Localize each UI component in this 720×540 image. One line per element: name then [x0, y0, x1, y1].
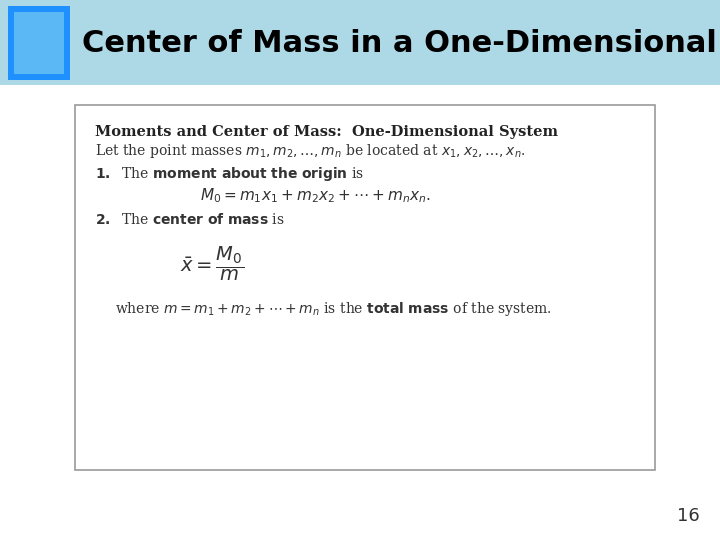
- Text: Moments and Center of Mass:  One-Dimensional System: Moments and Center of Mass: One-Dimensio…: [95, 125, 558, 139]
- FancyBboxPatch shape: [75, 105, 655, 470]
- Text: where $m = m_1 + m_2 + \cdots + m_n$ is the $\mathbf{total}$ $\mathbf{mass}$ of : where $m = m_1 + m_2 + \cdots + m_n$ is …: [115, 300, 552, 318]
- Text: $\mathbf{1.}$  The $\mathbf{moment}$ $\mathbf{about}$ $\mathbf{the}$ $\mathbf{or: $\mathbf{1.}$ The $\mathbf{moment}$ $\ma…: [95, 165, 364, 183]
- Text: Let the point masses $m_1, m_2, \ldots, m_n$ be located at $x_1, x_2, \ldots, x_: Let the point masses $m_1, m_2, \ldots, …: [95, 142, 526, 160]
- Text: Center of Mass in a One-Dimensional System: Center of Mass in a One-Dimensional Syst…: [82, 29, 720, 57]
- Text: $M_0 = m_1 x_1 + m_2 x_2 + \cdots + m_n x_n.$: $M_0 = m_1 x_1 + m_2 x_2 + \cdots + m_n …: [200, 186, 431, 205]
- FancyBboxPatch shape: [14, 12, 64, 74]
- Text: $\mathbf{2.}$  The $\mathbf{center}$ $\mathbf{of}$ $\mathbf{mass}$ is: $\mathbf{2.}$ The $\mathbf{center}$ $\ma…: [95, 212, 284, 227]
- Text: 16: 16: [678, 507, 700, 525]
- Text: $\bar{x} = \dfrac{M_0}{m}$: $\bar{x} = \dfrac{M_0}{m}$: [180, 245, 244, 284]
- FancyBboxPatch shape: [8, 6, 70, 80]
- FancyBboxPatch shape: [0, 0, 720, 85]
